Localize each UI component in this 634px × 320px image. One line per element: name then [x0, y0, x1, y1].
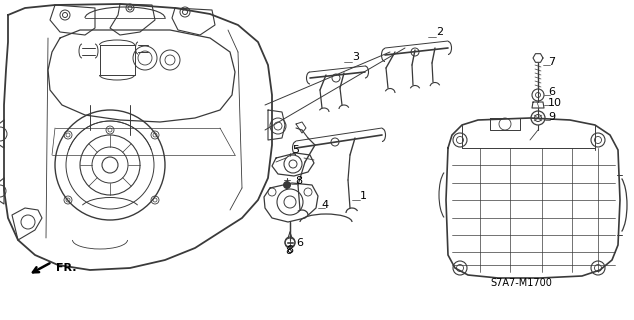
- Text: 7: 7: [548, 57, 555, 67]
- Text: 1: 1: [360, 191, 367, 201]
- Text: 2: 2: [436, 27, 443, 37]
- Text: 6: 6: [296, 238, 303, 248]
- Text: 9: 9: [548, 112, 555, 122]
- Text: 6: 6: [548, 87, 555, 97]
- Text: 3: 3: [352, 52, 359, 62]
- Text: 8: 8: [295, 176, 302, 186]
- Text: FR.: FR.: [56, 263, 77, 273]
- Text: 10: 10: [548, 98, 562, 108]
- Text: 5: 5: [292, 145, 299, 155]
- Text: 4: 4: [321, 200, 328, 210]
- Text: S7A7-M1700: S7A7-M1700: [490, 278, 552, 288]
- Text: 8: 8: [287, 245, 294, 255]
- Circle shape: [283, 181, 290, 188]
- Text: 8: 8: [285, 246, 292, 256]
